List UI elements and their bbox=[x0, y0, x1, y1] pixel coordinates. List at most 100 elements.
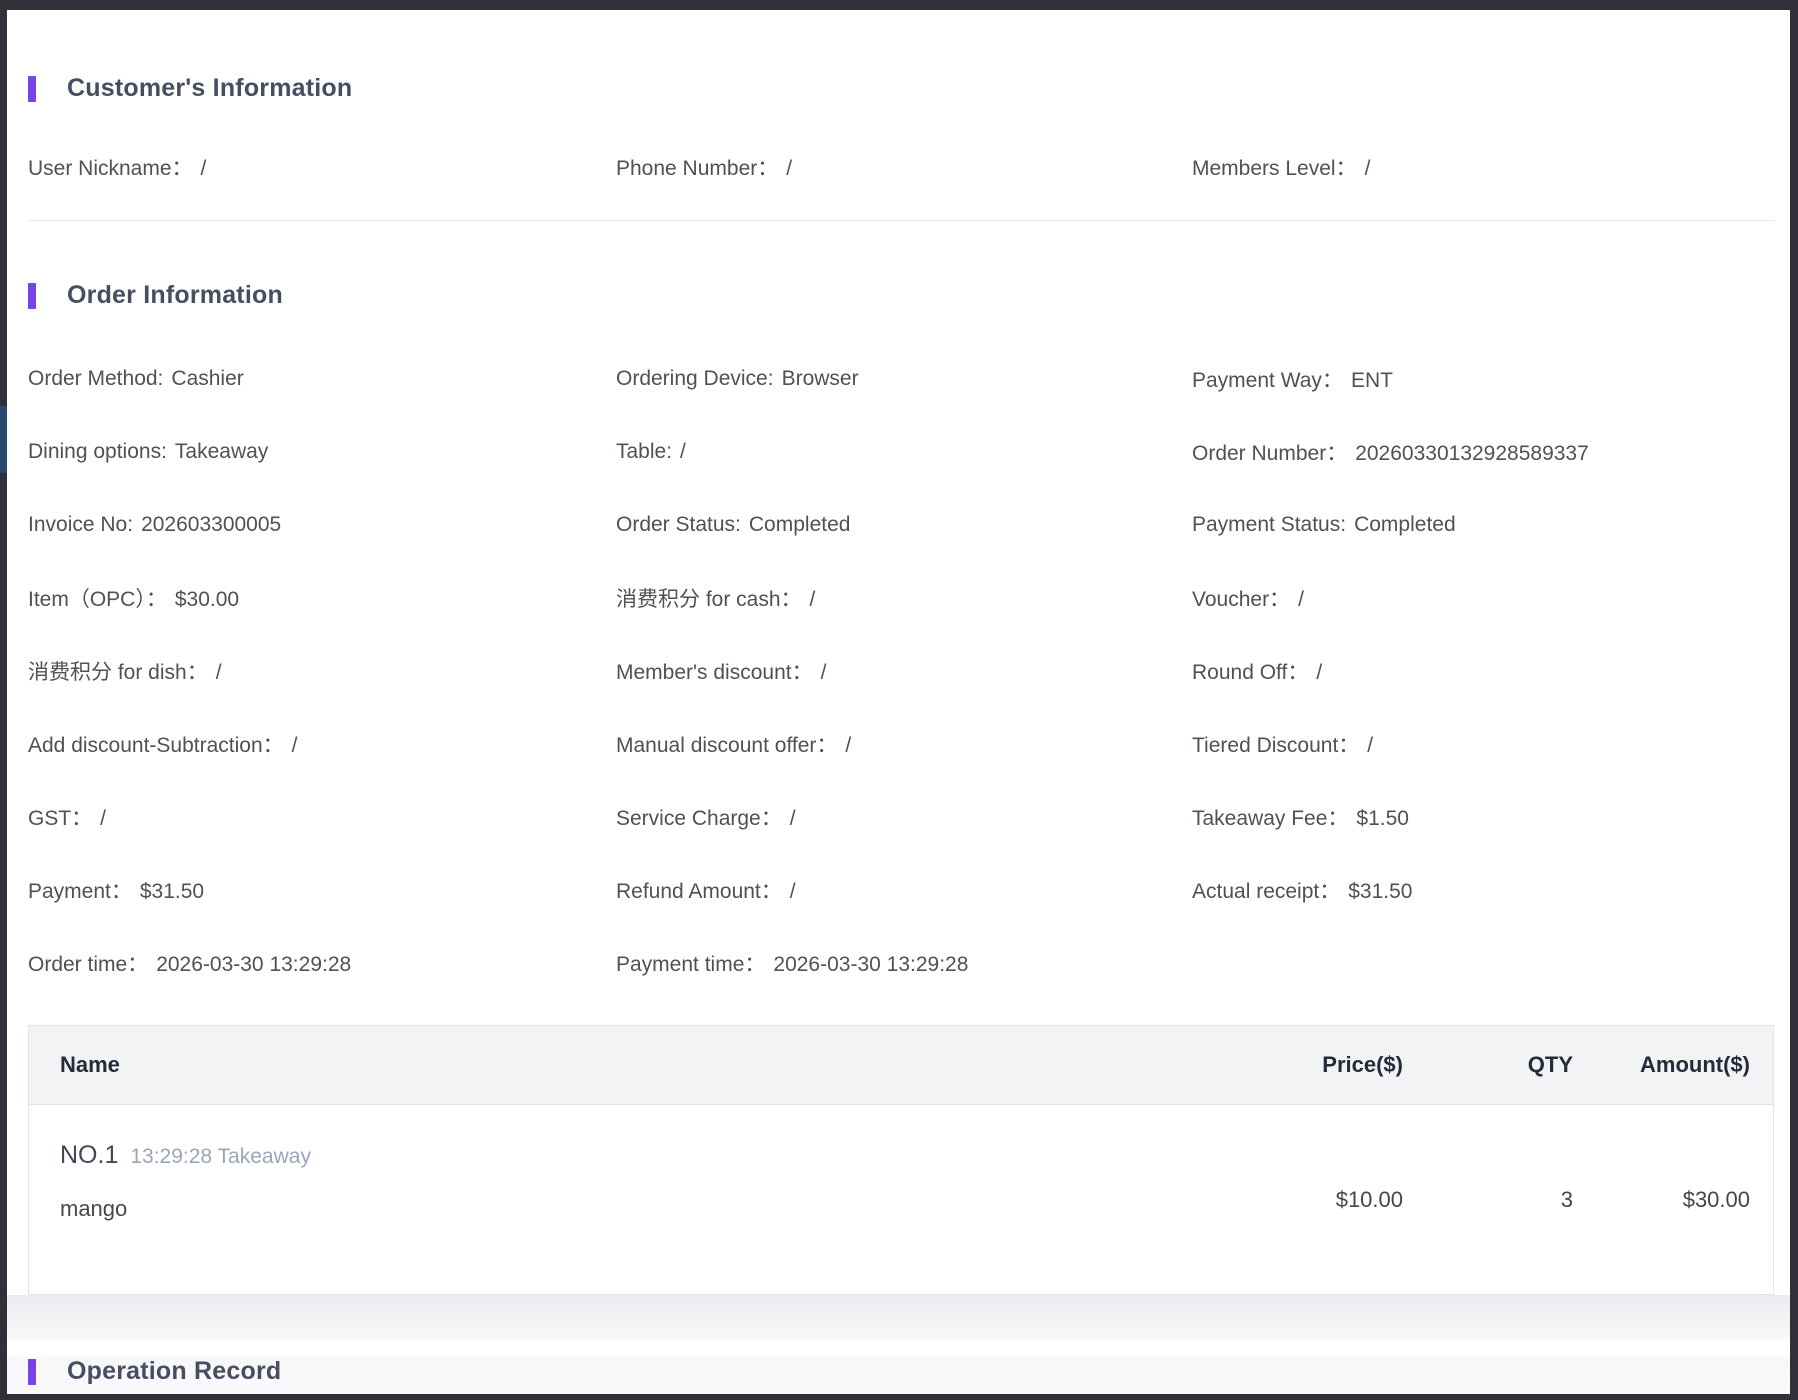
info-field-value: $31.50 bbox=[139, 879, 205, 903]
info-field-label: Invoice No: bbox=[28, 512, 134, 536]
item-sequence-line: NO.1 13:29:28 Takeaway bbox=[60, 1141, 1153, 1170]
customer-info-grid: User Nickname： / Phone Number： / Members L… bbox=[28, 147, 1774, 187]
info-field-label: Order time： bbox=[28, 952, 149, 976]
info-field-value: 202603300005 bbox=[141, 512, 282, 536]
info-field-label: Tiered Discount： bbox=[1192, 733, 1360, 757]
info-field: Order Number： 20260330132928589337 bbox=[1192, 437, 1774, 467]
info-field: Ordering Device: Browser bbox=[616, 367, 1192, 391]
info-field-value: / bbox=[100, 806, 107, 830]
info-field-value: / bbox=[291, 733, 298, 757]
info-field: Order Method: Cashier bbox=[28, 367, 616, 391]
info-field-label: Add discount-Subtraction： bbox=[28, 733, 284, 757]
order-info-grid: Order Method: Cashier Ordering Device: Bro… bbox=[28, 342, 1774, 999]
item-name-cell: NO.1 13:29:28 Takeaway mango bbox=[29, 1105, 1153, 1294]
info-field-value: 20260330132928589337 bbox=[1355, 441, 1589, 465]
info-field-label: Takeaway Fee： bbox=[1192, 806, 1349, 830]
info-field: Round Off： / bbox=[1192, 656, 1774, 686]
item-time-and-mode: 13:29:28 Takeaway bbox=[130, 1145, 311, 1168]
background-sidebar-highlight bbox=[0, 406, 7, 473]
info-field-label: Actual receipt： bbox=[1192, 879, 1341, 903]
section-divider bbox=[28, 220, 1774, 221]
section-accent-bar bbox=[28, 75, 36, 102]
info-field: Payment time： 2026-03-30 13:29:28 bbox=[616, 948, 1192, 978]
info-field-label: Voucher： bbox=[1192, 587, 1291, 611]
info-field-value: Takeaway bbox=[174, 439, 269, 463]
info-field: Members Level： / bbox=[1192, 152, 1774, 182]
info-field-value: / bbox=[845, 733, 852, 757]
info-field-label: Service Charge： bbox=[616, 806, 782, 830]
order-detail-panel: Customer's Information User Nickname： / P… bbox=[7, 10, 1790, 1394]
info-field-value: / bbox=[820, 660, 827, 684]
info-field-value: / bbox=[789, 879, 796, 903]
info-field-label: Order Method: bbox=[28, 366, 164, 390]
info-field: Tiered Discount： / bbox=[1192, 729, 1774, 759]
info-field-label: GST： bbox=[28, 806, 93, 830]
info-field: Dining options: Takeaway bbox=[28, 440, 616, 464]
info-field-value: ENT bbox=[1350, 368, 1393, 392]
info-field-label: Order Number： bbox=[1192, 441, 1348, 465]
info-field: Payment： $31.50 bbox=[28, 875, 616, 905]
info-field-value: $31.50 bbox=[1348, 879, 1413, 903]
info-field-value: Cashier bbox=[171, 366, 244, 390]
info-field: Table: / bbox=[616, 440, 1192, 464]
info-field-label: Manual discount offer： bbox=[616, 733, 838, 757]
section-title: Order Information bbox=[67, 281, 283, 309]
info-field-label: Dining options: bbox=[28, 439, 167, 463]
info-field-label: Payment： bbox=[28, 879, 132, 903]
info-field-value: / bbox=[786, 157, 793, 180]
info-field-label: Payment time： bbox=[616, 952, 766, 976]
info-field: Phone Number： / bbox=[616, 152, 1192, 182]
table-row: NO.1 13:29:28 Takeaway mango $10.00 3 $30… bbox=[29, 1105, 1773, 1294]
info-field-value: Completed bbox=[1354, 512, 1456, 536]
section-title: Customer's Information bbox=[67, 74, 353, 102]
item-price: $10.00 bbox=[1335, 1186, 1403, 1212]
section-accent-bar bbox=[28, 1358, 36, 1385]
info-field-label: Item（OPC）： bbox=[28, 587, 167, 611]
info-field: Payment Way： ENT bbox=[1192, 364, 1774, 394]
info-field-label: Refund Amount： bbox=[616, 879, 782, 903]
info-field-value: / bbox=[1367, 733, 1374, 757]
info-field: 消费积分 for dish： / bbox=[28, 656, 616, 686]
info-field: Voucher： / bbox=[1192, 583, 1774, 613]
info-field-label: Ordering Device: bbox=[616, 366, 774, 390]
column-header-amount: Amount($) bbox=[1640, 1052, 1750, 1077]
info-field: GST： / bbox=[28, 802, 616, 832]
info-field-value: / bbox=[789, 806, 796, 830]
info-field-value: / bbox=[1364, 157, 1371, 180]
info-field-value: $1.50 bbox=[1356, 806, 1409, 830]
info-field: Item（OPC）： $30.00 bbox=[28, 583, 616, 613]
info-field-label: Phone Number： bbox=[616, 157, 779, 180]
info-field: 消费积分 for cash： / bbox=[616, 583, 1192, 613]
item-amount: $30.00 bbox=[1682, 1186, 1750, 1212]
info-field: Actual receipt： $31.50 bbox=[1192, 875, 1774, 905]
info-field: Takeaway Fee： $1.50 bbox=[1192, 802, 1774, 832]
info-field-label: Order Status: bbox=[616, 512, 741, 536]
items-table-header-row: Name Price($) QTY Amount($) bbox=[29, 1026, 1773, 1105]
info-field: Order time： 2026-03-30 13:29:28 bbox=[28, 948, 616, 978]
info-field-value: $30.00 bbox=[174, 587, 240, 611]
column-header-price: Price($) bbox=[1322, 1052, 1403, 1077]
info-field-value: 2026-03-30 13:29:28 bbox=[156, 952, 352, 976]
info-field-label: Table: bbox=[616, 439, 673, 463]
info-field-label: Member's discount： bbox=[616, 660, 813, 684]
info-field-label: 消费积分 for cash： bbox=[616, 587, 802, 611]
order-items-table: Name Price($) QTY Amount($) NO.1 13:29:28… bbox=[28, 1025, 1774, 1295]
info-field-value: / bbox=[215, 660, 222, 684]
info-field: Order Status: Completed bbox=[616, 513, 1192, 537]
info-field-value: Completed bbox=[748, 512, 851, 536]
section-title: Operation Record bbox=[67, 1357, 282, 1385]
column-header-name: Name bbox=[60, 1052, 120, 1077]
info-field-label: Payment Way： bbox=[1192, 368, 1343, 392]
info-field-label: Round Off： bbox=[1192, 660, 1309, 684]
info-field-value: / bbox=[1316, 660, 1323, 684]
info-field-value: / bbox=[809, 587, 816, 611]
info-field-value: 2026-03-30 13:29:28 bbox=[773, 952, 969, 976]
table-bottom-shadow bbox=[7, 1295, 1790, 1339]
customer-info-section-header: Customer's Information bbox=[28, 74, 1774, 103]
info-field-label: 消费积分 for dish： bbox=[28, 660, 208, 684]
info-field-value: / bbox=[1298, 587, 1304, 611]
info-field-label: User Nickname： bbox=[28, 157, 193, 180]
info-field: Invoice No: 202603300005 bbox=[28, 513, 616, 537]
info-field: Manual discount offer： / bbox=[616, 729, 1192, 759]
item-name: mango bbox=[60, 1196, 128, 1221]
